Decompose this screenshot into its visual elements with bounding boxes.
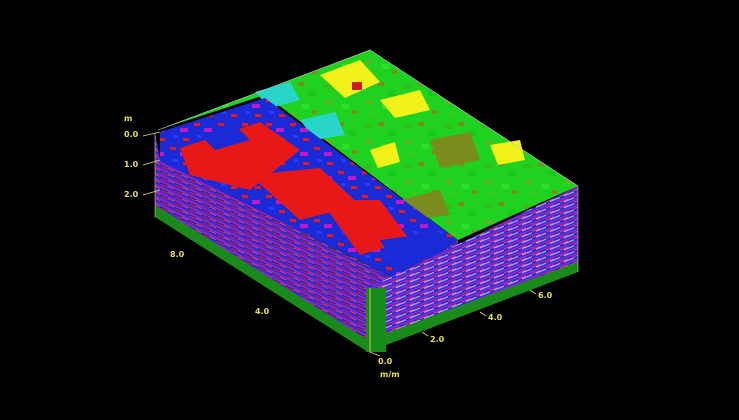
- left-axis-tick-0: 8.0: [170, 250, 185, 259]
- right-axis-unit: m/m: [380, 370, 400, 379]
- right-axis-tick-3: 6.0: [538, 291, 553, 300]
- right-axis-tick-2: 4.0: [488, 313, 503, 322]
- right-axis-tick-0: 0.0: [378, 357, 393, 366]
- right-side-face: [368, 186, 578, 350]
- volume-edges: [154, 49, 579, 272]
- left-axis-tick-1: 4.0: [255, 307, 270, 316]
- right-axis-tick-1: 2.0: [430, 335, 445, 344]
- depth-tick-2: 2.0: [124, 190, 139, 199]
- top-slice-face: [158, 50, 578, 240]
- left-side-lower: [155, 160, 368, 340]
- base-rim-left: [155, 205, 368, 352]
- depth-axis-ticks-lines: [142, 131, 537, 357]
- depth-tick-0: 0.0: [124, 130, 139, 139]
- base-rim-right: [368, 262, 578, 352]
- corner-pillar: [366, 288, 386, 352]
- depth-tick-1: 1.0: [124, 160, 139, 169]
- depth-axis-unit: m: [124, 114, 132, 123]
